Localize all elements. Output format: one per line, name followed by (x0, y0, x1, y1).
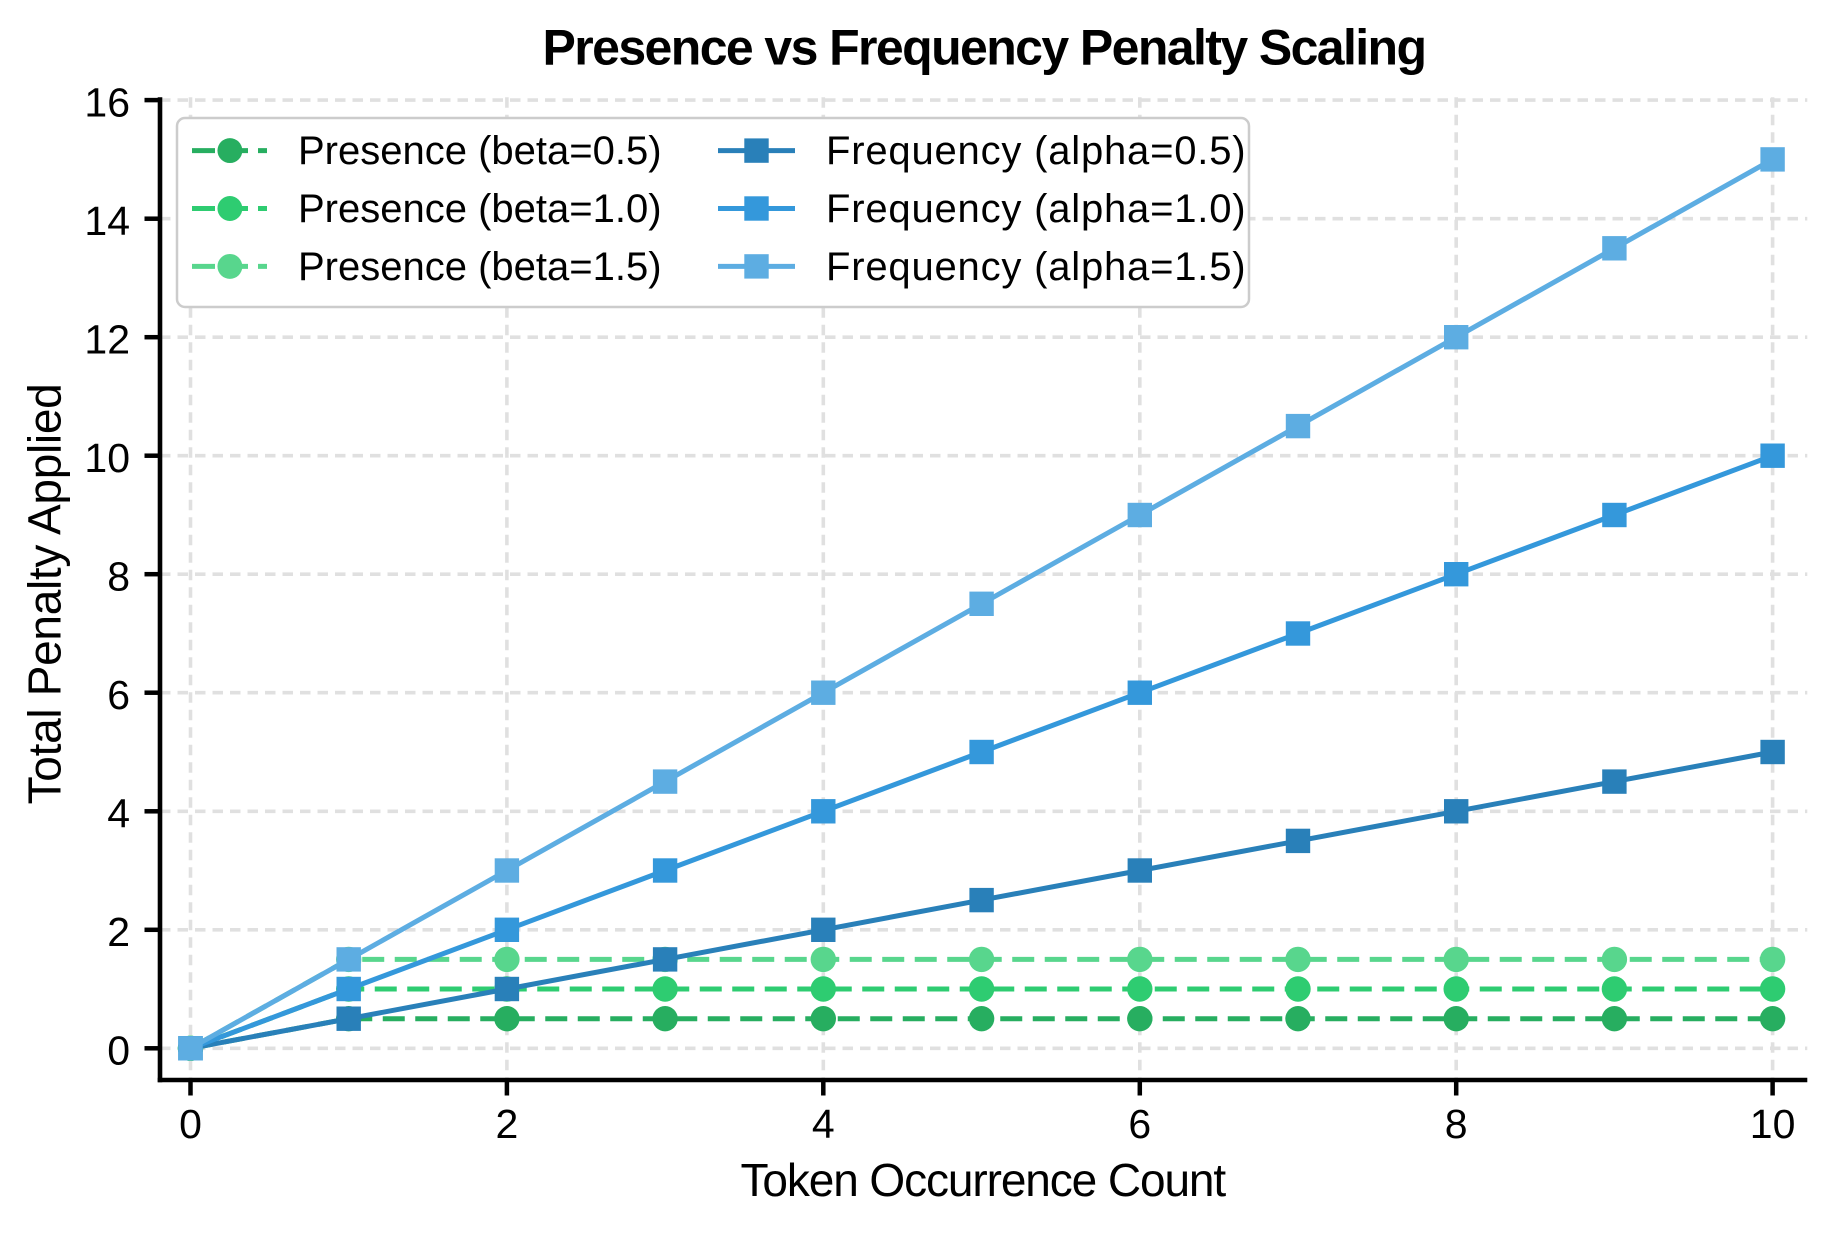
svg-text:Total Penalty Applied: Total Penalty Applied (19, 384, 71, 805)
svg-text:Frequency (alpha=0.5): Frequency (alpha=0.5) (826, 129, 1246, 173)
svg-text:Presence vs Frequency Penalty: Presence vs Frequency Penalty Scaling (543, 19, 1426, 75)
svg-text:6: 6 (1128, 1101, 1151, 1147)
svg-text:10: 10 (1750, 1101, 1796, 1147)
svg-text:Token Occurrence Count: Token Occurrence Count (740, 1154, 1226, 1206)
svg-text:Presence (beta=1.0): Presence (beta=1.0) (298, 187, 662, 231)
svg-text:Presence (beta=0.5): Presence (beta=0.5) (298, 129, 662, 173)
svg-text:0: 0 (107, 1028, 130, 1074)
svg-text:Presence (beta=1.5): Presence (beta=1.5) (298, 245, 662, 289)
svg-text:2: 2 (495, 1101, 518, 1147)
svg-text:16: 16 (84, 79, 130, 125)
svg-text:2: 2 (107, 909, 130, 955)
svg-text:4: 4 (812, 1101, 835, 1147)
svg-text:14: 14 (84, 198, 130, 244)
svg-text:Frequency (alpha=1.5): Frequency (alpha=1.5) (826, 245, 1246, 289)
svg-text:0: 0 (179, 1101, 202, 1147)
svg-text:4: 4 (107, 791, 130, 837)
svg-text:10: 10 (84, 435, 130, 481)
svg-text:8: 8 (1445, 1101, 1468, 1147)
svg-text:Frequency (alpha=1.0): Frequency (alpha=1.0) (826, 187, 1246, 231)
svg-text:12: 12 (84, 317, 130, 363)
svg-text:6: 6 (107, 672, 130, 718)
svg-text:8: 8 (107, 554, 130, 600)
